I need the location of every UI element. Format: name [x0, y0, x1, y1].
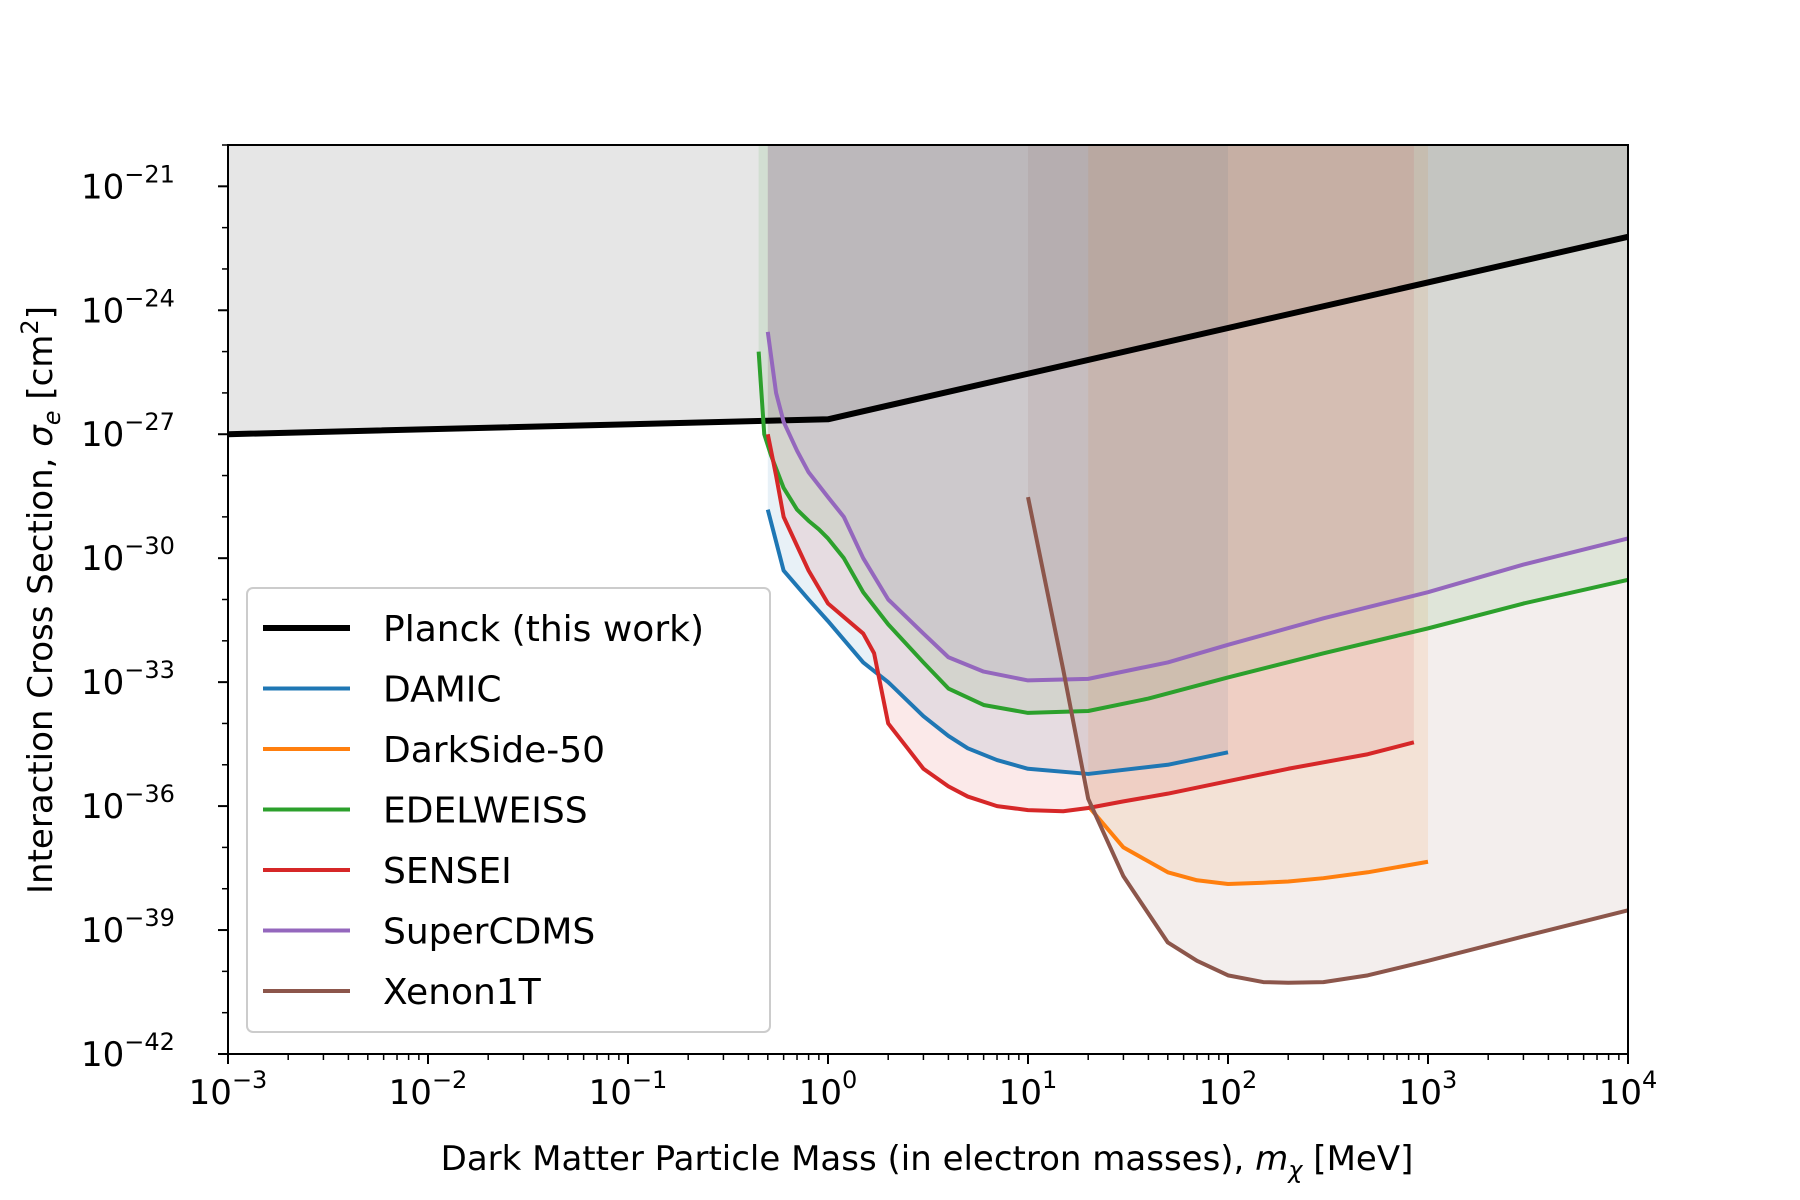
fill-planck-this-work — [228, 145, 1628, 435]
legend-label-damic: DAMIC — [383, 670, 502, 711]
y-tick-label: 10−27 — [81, 408, 175, 455]
series-line-xenon1t — [1026, 496, 1628, 985]
y-tick-label: 10−33 — [81, 656, 175, 703]
x-tick-label: 10−1 — [589, 1066, 668, 1113]
y-tick-label: 10−24 — [81, 284, 175, 331]
series-lines — [228, 233, 1628, 985]
legend-label-darkside-50: DarkSide-50 — [383, 730, 605, 771]
fill-supercdms — [767, 145, 1628, 681]
x-tick-label: 104 — [1599, 1066, 1658, 1113]
legend: Planck (this work) DAMIC DarkSide-50 EDELWE… — [246, 587, 771, 1033]
y-tick-label: 10−21 — [81, 160, 175, 207]
series-line-damic — [765, 509, 1229, 776]
series-line-sensei — [765, 433, 1415, 814]
x-tick-label: 101 — [999, 1066, 1058, 1113]
x-tick-label: 10−3 — [189, 1066, 268, 1113]
y-tick-label: 10−42 — [81, 1028, 175, 1075]
x-axis-label: Dark Matter Particle Mass (in electron m… — [441, 1139, 1414, 1184]
axis-tick-labels: 10−3 10−2 10−1 100 101 102 103 104 10−21 10−24 10−… — [81, 160, 1657, 1113]
y-tick-label: 10−36 — [81, 780, 175, 827]
fill-darkside-50 — [1088, 145, 1428, 885]
series-line-supercdms — [765, 331, 1628, 683]
series-line-edelweiss — [756, 351, 1628, 715]
fill-xenon1t — [1028, 145, 1628, 983]
x-tick-label: 102 — [1199, 1066, 1258, 1113]
legend-label-supercdms: SuperCDMS — [383, 912, 595, 953]
y-tick-label: 10−30 — [81, 532, 175, 579]
series-line-planck-this-work — [228, 233, 1628, 438]
y-axis-label: Interaction Cross Section, σe [cm2] — [16, 306, 66, 894]
x-tick-label: 103 — [1399, 1066, 1458, 1113]
legend-label-edelweiss: EDELWEISS — [383, 791, 588, 832]
x-tick-label: 100 — [799, 1066, 858, 1113]
legend-label-xenon1t: Xenon1T — [383, 972, 542, 1013]
axis-ticks — [218, 144, 1629, 1064]
x-tick-label: 10−2 — [389, 1066, 468, 1113]
legend-label-sensei: SENSEI — [383, 851, 512, 892]
series-line-darkside-50 — [1086, 804, 1429, 887]
fill-sensei — [767, 145, 1414, 812]
legend-box — [246, 587, 771, 1033]
y-tick-label: 10−39 — [81, 904, 175, 951]
legend-label-planck-this-work: Planck (this work) — [383, 609, 704, 650]
